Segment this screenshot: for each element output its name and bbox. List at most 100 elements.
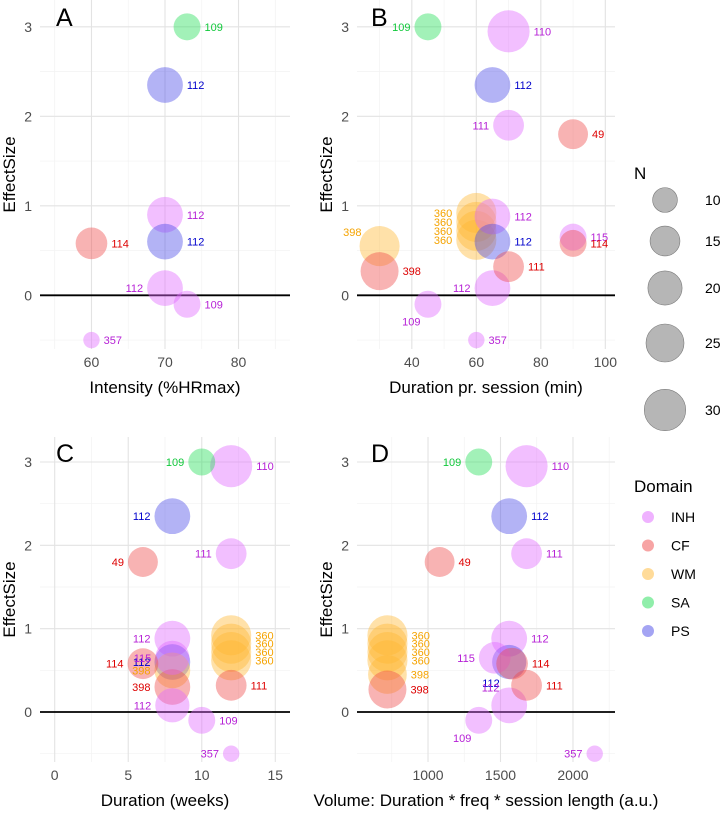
x-tick-label: 15: [268, 767, 284, 783]
x-tick-label: 2000: [557, 767, 588, 783]
bubble-data-label: 112: [531, 511, 549, 523]
bubble-data-label: 112: [187, 210, 205, 222]
x-axis-title: Intensity (%HRmax): [89, 378, 240, 397]
bubble-data-label: 111: [528, 262, 545, 274]
bubble-data-label: 360: [434, 208, 452, 220]
bubble-data-label: 112: [531, 634, 549, 646]
bubble-point: [154, 652, 191, 689]
x-axis-title: Volume: Duration * freq * session length…: [314, 791, 659, 810]
y-tick-label: 2: [24, 537, 32, 553]
bubble-data-label: 112: [133, 511, 151, 523]
y-tick-label: 3: [341, 19, 349, 35]
panel-c: 0 1 2 3 0 5 10 15 Duration (weeks) EffectSize C 109…: [0, 437, 290, 810]
bubble-point: [188, 706, 216, 734]
bubble-point: [155, 688, 190, 723]
size-legend-label: 30: [705, 402, 721, 418]
size-legend-key: [643, 388, 687, 432]
y-tick-label: 2: [341, 537, 349, 553]
bubble-data-label: 115: [457, 653, 475, 665]
bubble-point: [474, 223, 511, 260]
bubble-data-label: 49: [592, 129, 604, 141]
legend: N 10 15 20 25 30 Domain INH CF WM SA PS: [634, 164, 721, 639]
bubble-point: [127, 547, 158, 577]
bubble-point: [211, 640, 252, 681]
bubble-data-label: 360: [411, 655, 429, 667]
size-legend-label: 15: [705, 233, 721, 249]
bubble-data-label: 112: [133, 657, 151, 669]
bubble-point: [211, 623, 252, 664]
x-tick-label: 0: [51, 767, 59, 783]
y-tick-label: 3: [24, 454, 32, 470]
size-legend-label: 10: [705, 192, 721, 208]
bubble-data-label: 109: [205, 299, 223, 311]
bubble-data-label: 360: [411, 639, 429, 651]
bubble-data-label: 398: [410, 685, 428, 697]
bubble-point: [83, 331, 100, 349]
bubble-data-label: 360: [434, 226, 452, 238]
color-legend-key: [642, 625, 654, 637]
bubble-point: [511, 669, 542, 701]
bubble-data-label: 357: [564, 749, 582, 761]
bubble-data-label: 398: [132, 682, 150, 694]
bubble-point: [215, 669, 247, 701]
bubble-point: [586, 745, 603, 762]
bubble-point: [127, 648, 159, 680]
bubble-point: [474, 67, 511, 103]
bubble-point: [414, 13, 442, 41]
bubble-point: [210, 445, 253, 488]
bubble-data-label: 357: [201, 749, 219, 761]
bubble-data-label: 111: [546, 680, 563, 692]
bubble-point: [559, 223, 587, 251]
bubble-point: [491, 687, 528, 724]
bubble-point: [147, 270, 183, 307]
bubble-point: [558, 119, 589, 150]
bubble-data-label: 49: [112, 557, 124, 569]
x-tick-label: 60: [469, 354, 485, 370]
bubble-data-label: 111: [195, 549, 212, 561]
bubble-point: [487, 10, 530, 53]
x-tick-label: 80: [533, 354, 549, 370]
bubble-data-label: 109: [166, 457, 184, 469]
y-tick-label: 0: [24, 704, 32, 720]
bubble-point: [465, 706, 493, 734]
bubble-data-label: 398: [343, 227, 361, 239]
bubble-point: [360, 252, 399, 291]
y-tick-label: 1: [24, 621, 32, 637]
bubble-point: [424, 547, 455, 577]
y-tick-label: 3: [24, 19, 32, 35]
bubble-data-label: 110: [534, 26, 552, 38]
bubble-data-label: 398: [403, 266, 421, 278]
bubble-point: [491, 498, 528, 535]
x-tick-label: 100: [594, 354, 618, 370]
bubble-point: [368, 655, 407, 694]
x-axis-title: Duration pr. session (min): [389, 378, 583, 397]
color-legend-key: [642, 596, 654, 609]
panel-letter: C: [56, 440, 74, 468]
panel-letter: B: [371, 4, 388, 32]
bubble-data-label: 109: [453, 733, 471, 745]
y-axis-title: EffectSize: [0, 136, 19, 212]
bubble-data-label: 110: [256, 461, 274, 473]
color-legend-label: CF: [671, 538, 690, 554]
y-tick-label: 1: [341, 621, 349, 637]
bubble-data-label: 49: [459, 557, 471, 569]
bubble-point: [505, 445, 548, 488]
bubble-data-label: 114: [106, 659, 124, 671]
panel-b: 0 1 2 3 40 60 80 100 Duration pr. session (min) E…: [317, 0, 617, 397]
bubble-point: [367, 640, 408, 681]
bubble-point: [222, 745, 240, 762]
bubble-data-label: 109: [402, 317, 420, 329]
bubble-data-label: 112: [482, 678, 500, 690]
y-axis-title: EffectSize: [317, 136, 336, 212]
panel-d: 0 1 2 3 1000 1500 2000 Volume: Duration * freq …: [314, 437, 659, 810]
bubble-point: [491, 620, 528, 657]
bubble-point: [155, 640, 190, 675]
panel-letter: D: [371, 440, 389, 468]
size-legend-key: [649, 225, 681, 257]
bubble-point: [493, 109, 524, 141]
y-tick-label: 1: [341, 198, 349, 214]
size-legend-title: N: [634, 164, 646, 183]
bubble-data-label: 360: [255, 647, 273, 659]
bubble-point: [75, 227, 108, 260]
y-tick-label: 0: [24, 287, 32, 303]
